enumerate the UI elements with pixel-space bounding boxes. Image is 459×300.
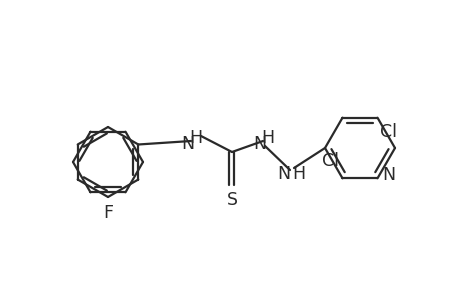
Text: H: H	[291, 165, 304, 183]
Text: N: N	[277, 165, 290, 183]
Text: F: F	[103, 204, 113, 222]
Text: H: H	[261, 129, 274, 147]
Text: Cl: Cl	[322, 152, 339, 170]
Text: N: N	[181, 135, 194, 153]
Text: N: N	[253, 135, 266, 153]
Text: H: H	[189, 129, 202, 147]
Text: S: S	[226, 191, 237, 209]
Text: Cl: Cl	[380, 123, 397, 141]
Text: N: N	[382, 166, 395, 184]
